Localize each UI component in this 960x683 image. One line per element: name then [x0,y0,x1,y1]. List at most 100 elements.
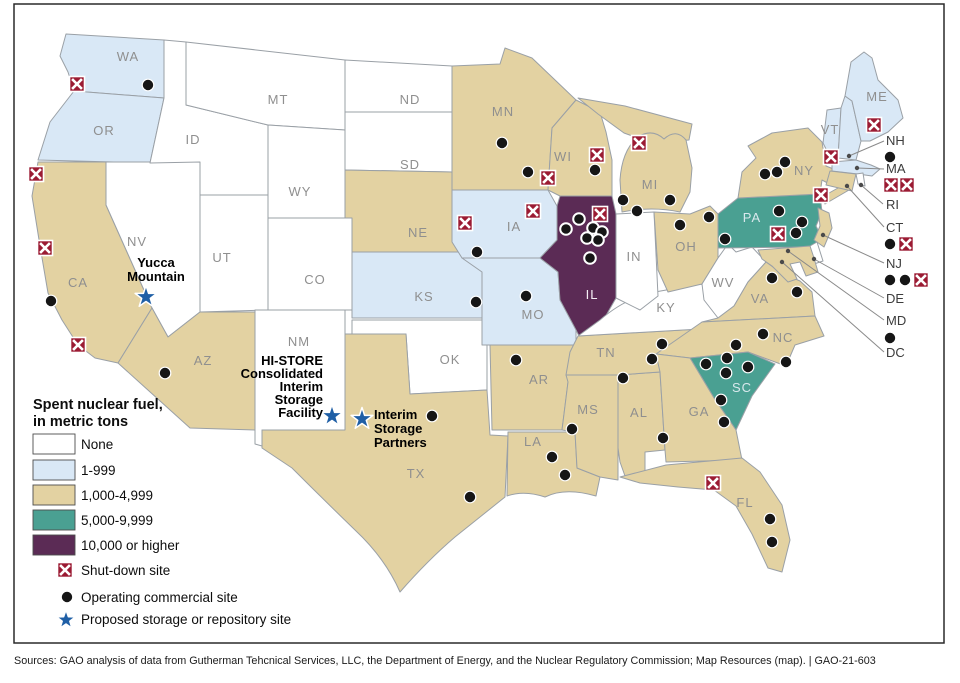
state-label-CO: CO [304,272,326,287]
leader-line-CT [846,185,885,228]
shutdown-site-marker [56,561,74,579]
operating-site-marker [779,355,793,369]
x-glyph [915,274,927,286]
x-glyph [39,242,51,254]
leader-endpoint-MD [785,248,791,254]
state-label-KS: KS [414,289,433,304]
state-AL [617,371,666,477]
state-label-MO: MO [522,307,545,322]
operating-site-marker [756,327,770,341]
operating-site-marker [630,204,644,218]
operating-site-marker [765,535,779,549]
operating-site-marker [763,512,777,526]
shutdown-site-marker [630,134,648,152]
operating-site-marker [790,285,804,299]
shutdown-site-marker [822,148,840,166]
state-label-IL: IL [586,287,599,302]
state-label-CA: CA [68,275,88,290]
facility-label-line: Yucca [137,255,175,270]
x-glyph [591,149,603,161]
legend-swatch-none [32,433,76,455]
x-glyph [901,179,913,191]
operating-site-marker [519,289,533,303]
shutdown-site-marker [524,202,542,220]
callout-leader-lines-layer [779,140,885,353]
facility-label-line: Storage [275,392,323,407]
facility-label-line: Mountain [127,269,185,284]
operating-site-marker [509,353,523,367]
operating-site-marker [795,215,809,229]
state-label-GA: GA [689,404,710,419]
x-glyph [868,119,880,131]
figure-border [13,3,945,644]
callout-label-DC: DC [886,345,905,360]
legend: Spent nuclear fuel, in metric tons None 1… [32,397,291,629]
state-label-MS: MS [577,402,599,417]
operating-site-marker [141,78,155,92]
shutdown-site-marker [769,225,787,243]
state-CO [267,217,353,311]
facility-label-line: Interim [374,407,417,422]
operating-site-marker [558,468,572,482]
leader-line-MA [856,167,885,170]
shutdown-site-marker [588,146,606,164]
source-line: Sources: GAO analysis of data from Guthe… [14,655,876,667]
operating-site-marker [663,193,677,207]
operating-site-marker [656,431,670,445]
state-label-TX: TX [407,466,426,481]
state-label-OR: OR [93,123,115,138]
callout-label-NH: NH [886,133,905,148]
leader-line-DE [813,258,885,299]
state-label-MN: MN [492,104,514,119]
shutdown-site-marker [591,205,609,223]
state-label-IA: IA [507,219,521,234]
shutdown-site-marker [69,336,87,354]
operating-site-marker [463,490,477,504]
operating-site-marker [758,167,772,181]
state-ND [344,59,453,113]
state-UT [199,194,269,313]
states-layer [31,33,904,593]
operating-site-marker [883,237,897,251]
operating-site-marker [719,366,733,380]
operating-site-marker [559,222,573,236]
operating-site-marker [469,295,483,309]
operating-site-marker [714,393,728,407]
state-label-IN: IN [627,249,642,264]
operating-site-marker [495,136,509,150]
callout-label-CT: CT [886,220,903,235]
site-markers-layer [27,75,883,549]
state-label-SD: SD [400,157,420,172]
shutdown-site-marker [539,169,557,187]
legend-title-line2: in metric tons [33,414,128,430]
operating-site-marker [645,352,659,366]
state-label-NM: NM [288,334,310,349]
state-label-AL: AL [630,405,648,420]
operating-site-marker [729,338,743,352]
state-label-UT: UT [212,250,231,265]
shutdown-site-marker [912,271,930,289]
state-label-TN: TN [596,345,615,360]
operating-site-marker [770,165,784,179]
facility-label-line: Storage [374,421,422,436]
leader-line-MD [787,250,885,321]
operating-site-marker [588,163,602,177]
operating-site-marker [741,360,755,374]
proposed-site-star-icon [134,284,158,308]
operating-site-marker [616,193,630,207]
shutdown-site-marker [36,239,54,257]
state-GA [655,353,743,463]
operating-site-marker [655,337,669,351]
proposed-site-star-icon [320,403,344,427]
facility-label-line: Partners [374,435,427,450]
state-label-PA: PA [743,210,761,225]
facility-label-line: Interim [280,379,323,394]
state-FL [619,457,791,573]
state-label-WY: WY [289,184,312,199]
x-glyph [594,208,606,220]
state-label-ME: ME [866,89,888,104]
state-ME [844,51,904,142]
legend-swatch-low [32,459,76,481]
